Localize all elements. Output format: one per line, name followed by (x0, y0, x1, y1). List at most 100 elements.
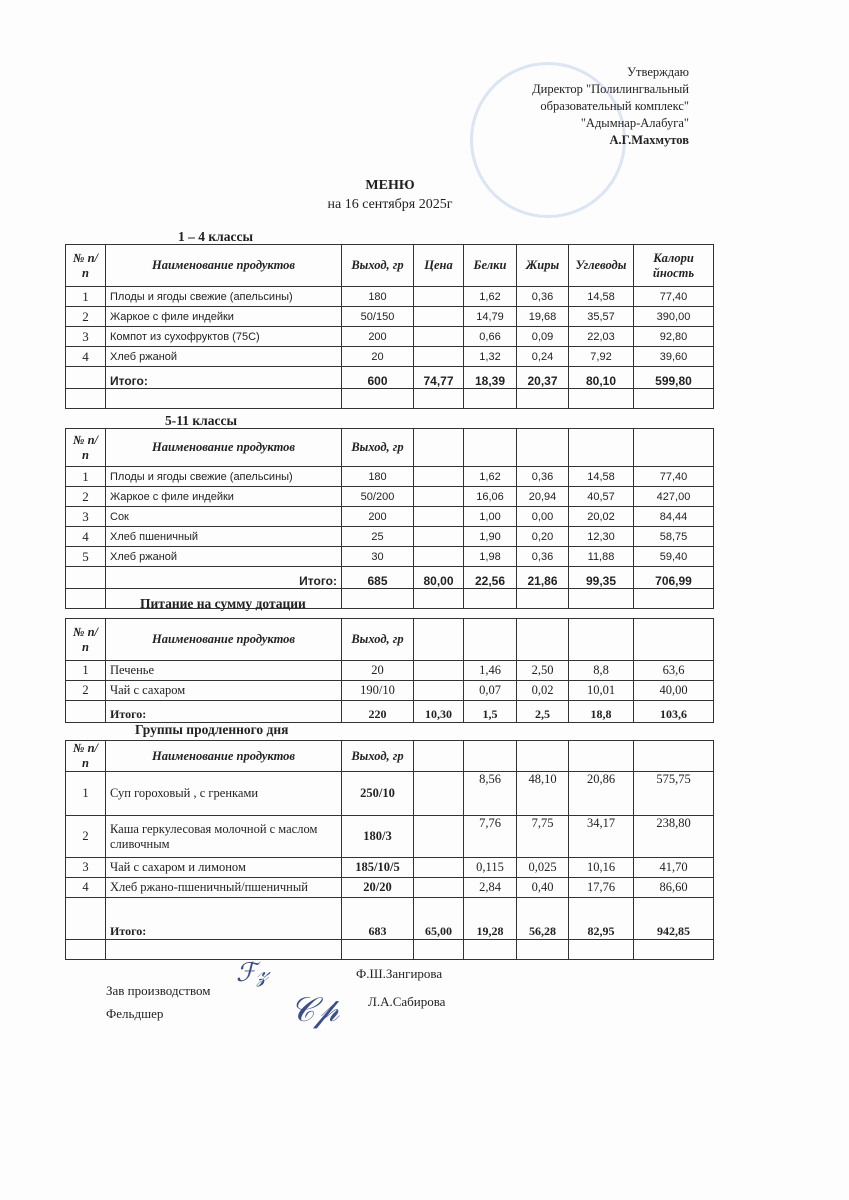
row-number: 1 (65, 286, 106, 307)
cell-value: 190/10 (341, 680, 414, 701)
column-header (413, 618, 464, 661)
product-name: Суп гороховый , с гренками (105, 771, 342, 816)
row-number: 5 (65, 546, 106, 567)
empty-row (65, 939, 714, 960)
column-header: Белки (463, 244, 517, 287)
total-value: 65,00 (413, 897, 464, 940)
cell-value: 20,02 (568, 506, 634, 527)
column-header (633, 618, 714, 661)
total-value (65, 366, 106, 389)
empty-cell (413, 588, 464, 609)
empty-cell (516, 588, 569, 609)
table-row: 2 Чай с сахаром 190/10 0,07 0,02 10,01 40,00 (65, 680, 714, 701)
section-title: Группы продленного дня (135, 722, 289, 737)
total-value: 599,80 (633, 366, 714, 389)
product-name: Жаркое с филе индейки (105, 486, 342, 507)
table-row: 5 Хлеб ржаной 30 1,98 0,36 11,88 59,40 (65, 546, 714, 567)
empty-row (65, 588, 714, 609)
total-value: 99,35 (568, 566, 634, 589)
cell-value: 575,75 (633, 771, 714, 816)
cell-value: 8,56 (463, 771, 517, 816)
cell-value: 1,90 (463, 526, 517, 547)
cell-value (413, 326, 464, 347)
cell-value: 1,32 (463, 346, 517, 367)
column-header (516, 618, 569, 661)
cell-value: 59,40 (633, 546, 714, 567)
column-header (633, 740, 714, 772)
empty-cell (105, 388, 342, 409)
cell-value: 84,44 (633, 506, 714, 527)
total-value: 2,5 (516, 700, 569, 723)
column-header: Углеводы (568, 244, 634, 287)
total-row: Итого: 685 80,00 22,56 21,86 99,35 706,99 (65, 566, 714, 589)
total-value: 80,10 (568, 366, 634, 389)
cell-value: 77,40 (633, 286, 714, 307)
column-header: Жиры (516, 244, 569, 287)
cell-value: 0,24 (516, 346, 569, 367)
column-header (568, 618, 634, 661)
cell-value: 1,98 (463, 546, 517, 567)
cell-value (413, 466, 464, 487)
empty-cell (568, 388, 634, 409)
column-header (413, 740, 464, 772)
cell-value: 0,02 (516, 680, 569, 701)
total-value: 685 (341, 566, 414, 589)
approval-line: Директор "Полилингвальный (532, 82, 689, 96)
cell-value: 250/10 (341, 771, 414, 816)
column-header: Наименование продуктов (105, 428, 342, 467)
cell-value: 2,84 (463, 877, 517, 898)
total-value: 19,28 (463, 897, 517, 940)
cell-value: 0,36 (516, 546, 569, 567)
cell-value: 14,58 (568, 466, 634, 487)
total-value: 18,39 (463, 366, 517, 389)
cell-value (413, 815, 464, 858)
cell-value: 200 (341, 506, 414, 527)
menu-table: № п/п Наименование продуктов Выход, гр 1 Суп… (65, 740, 714, 960)
total-value: 22,56 (463, 566, 517, 589)
total-value (65, 566, 106, 589)
cell-value: 63,6 (633, 660, 714, 681)
column-header (568, 740, 634, 772)
cell-value: 40,57 (568, 486, 634, 507)
product-name: Сок (105, 506, 342, 527)
cell-value (413, 680, 464, 701)
table-row: 2 Жаркое с филе индейки 50/200 16,06 20,94 40… (65, 486, 714, 507)
total-value (65, 897, 106, 940)
cell-value: 19,68 (516, 306, 569, 327)
table-row: 1 Суп гороховый , с гренками 250/10 8,56 48,… (65, 771, 714, 816)
cell-value: 0,66 (463, 326, 517, 347)
cell-value: 0,115 (463, 857, 517, 878)
handwritten-signature: 𝒞𝓅 (290, 990, 340, 1030)
table-row: 4 Хлеб ржано-пшеничный/пшеничный 20/20 2,84… (65, 877, 714, 898)
empty-cell (463, 939, 517, 960)
cell-value: 16,06 (463, 486, 517, 507)
cell-value: 238,80 (633, 815, 714, 858)
cell-value: 22,03 (568, 326, 634, 347)
total-row: Итого: 683 65,00 19,28 56,28 82,95 942,85 (65, 897, 714, 940)
row-number: 2 (65, 306, 106, 327)
cell-value: 17,76 (568, 877, 634, 898)
empty-cell (633, 939, 714, 960)
cell-value: 180 (341, 286, 414, 307)
menu-table: № п/п Наименование продуктов Выход, гр Цена… (65, 244, 714, 409)
row-number: 2 (65, 680, 106, 701)
signature-role: Фельдшер (106, 1006, 164, 1021)
cell-value: 92,80 (633, 326, 714, 347)
total-value: 1,5 (463, 700, 517, 723)
cell-value: 0,36 (516, 286, 569, 307)
empty-cell (65, 388, 106, 409)
menu-table: № п/п Наименование продуктов Выход, гр 1 Пло… (65, 428, 714, 609)
product-name: Хлеб ржано-пшеничный/пшеничный (105, 877, 342, 898)
cell-value: 0,20 (516, 526, 569, 547)
cell-value: 0,00 (516, 506, 569, 527)
cell-value: 180 (341, 466, 414, 487)
header-row: № п/п Наименование продуктов Выход, гр (65, 428, 714, 467)
column-header: Выход, гр (341, 740, 414, 772)
row-number: 1 (65, 660, 106, 681)
row-number: 4 (65, 877, 106, 898)
row-number: 3 (65, 857, 106, 878)
total-label: Итого: (105, 366, 342, 389)
approval-line: образовательный комплекс" (540, 99, 689, 113)
cell-value: 40,00 (633, 680, 714, 701)
cell-value: 0,025 (516, 857, 569, 878)
